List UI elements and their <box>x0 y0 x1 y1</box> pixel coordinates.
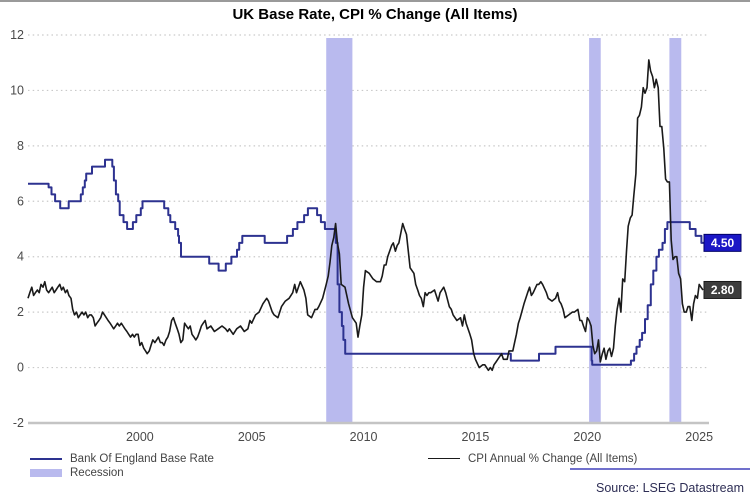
svg-text:2020: 2020 <box>573 430 601 444</box>
svg-text:2.80: 2.80 <box>711 283 735 297</box>
recession-bands <box>326 38 682 423</box>
svg-text:8: 8 <box>17 139 24 153</box>
end-value-label-cpi: 2.80 <box>703 280 742 299</box>
svg-text:2010: 2010 <box>350 430 378 444</box>
svg-text:0: 0 <box>17 361 24 375</box>
svg-text:12: 12 <box>10 28 24 42</box>
legend-left: Bank Of England Base Rate Recession <box>30 452 214 480</box>
end-value-labels: 4.50 2.80 <box>703 233 742 299</box>
svg-text:2025: 2025 <box>685 430 713 444</box>
svg-text:4.50: 4.50 <box>711 236 735 250</box>
source-divider <box>570 468 750 470</box>
legend-label-recession: Recession <box>70 466 124 479</box>
chart-title: UK Base Rate, CPI % Change (All Items) <box>232 6 518 23</box>
source-text: Source: LSEG Datastream <box>596 481 744 495</box>
svg-text:4: 4 <box>17 250 24 264</box>
svg-text:10: 10 <box>10 83 24 97</box>
svg-text:2: 2 <box>17 305 24 319</box>
legend-right: CPI Annual % Change (All Items) <box>428 452 637 466</box>
series-lines <box>27 59 705 372</box>
legend-item-base-rate: Bank Of England Base Rate <box>30 452 214 465</box>
end-value-label-base-rate: 4.50 <box>703 233 742 252</box>
legend-label-cpi: CPI Annual % Change (All Items) <box>468 452 638 465</box>
svg-text:2000: 2000 <box>126 430 154 444</box>
legend-item-recession: Recession <box>30 466 214 479</box>
svg-text:2005: 2005 <box>238 430 266 444</box>
gridlines <box>28 34 707 369</box>
base-rate-line-swatch <box>30 457 62 460</box>
legend-label-base-rate: Bank Of England Base Rate <box>70 452 214 465</box>
svg-text:6: 6 <box>17 194 24 208</box>
recession-band-swatch <box>30 468 62 477</box>
cpi-line <box>27 59 704 372</box>
base-rate-line <box>28 158 705 366</box>
cpi-line-swatch <box>428 457 460 460</box>
svg-text:-2: -2 <box>13 416 24 430</box>
legend-item-cpi: CPI Annual % Change (All Items) <box>428 452 637 465</box>
svg-text:2015: 2015 <box>462 430 490 444</box>
x-tick-labels: 2000 2005 2010 2015 2020 2025 <box>126 430 713 444</box>
y-tick-labels: -2 0 2 4 6 8 10 12 <box>10 28 24 430</box>
